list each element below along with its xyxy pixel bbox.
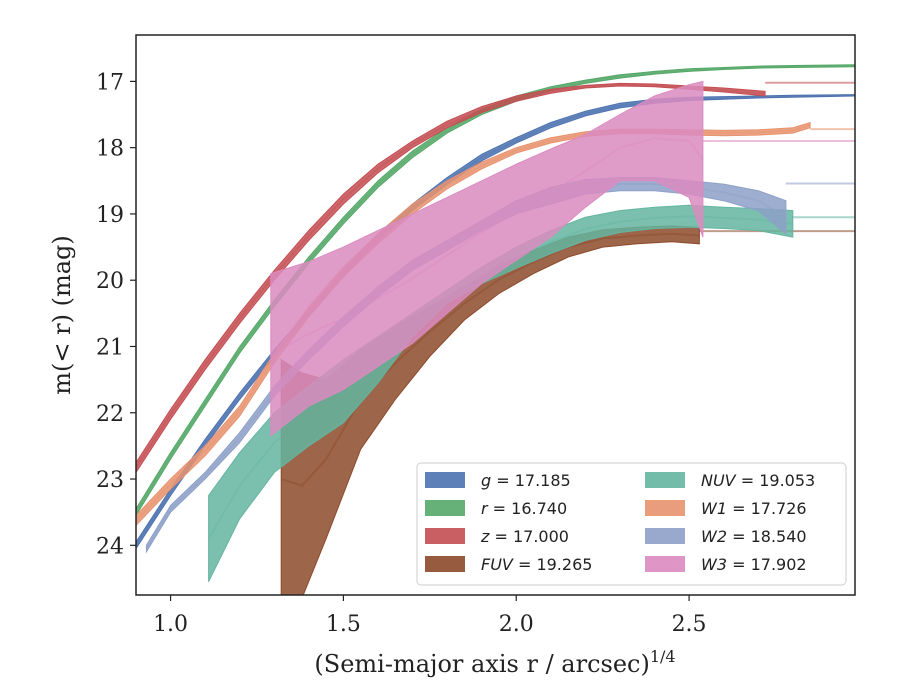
legend-label-g: g = 17.185 [481,471,571,490]
legend-label-r: r = 16.740 [481,499,567,518]
plot-frame [135,34,856,596]
y-tick-label: 23 [96,468,124,493]
legend-label-w3: W3 = 17.902 [701,555,807,574]
legend-label-z: z = 17.000 [480,527,569,546]
legend-label-nuv: NUV = 19.053 [701,471,815,490]
y-tick-label: 24 [96,534,124,559]
series-z-band [136,82,766,474]
y-tick-label: 19 [96,203,124,228]
legend-swatch-w2 [645,528,685,544]
y-tick-label: 22 [96,402,124,427]
legend-swatch-w3 [645,556,685,572]
x-tick-label: 1.5 [326,612,361,637]
legend-swatch-g [425,472,465,488]
plot-area [136,64,855,595]
y-axis-label: m(< r) (mag) [48,235,76,394]
y-axis: 17 18 19 20 21 22 23 24 [96,70,136,559]
x-axis-label: (Semi-major axis r / arcsec)1/4 [314,647,675,678]
x-axis: 1.0 1.5 2.0 2.5 [153,595,707,637]
y-tick-label: 18 [96,137,124,162]
x-tick-label: 1.0 [153,612,188,637]
legend-swatch-fuv [425,556,465,572]
y-tick-label: 20 [96,269,124,294]
legend-box [416,462,847,586]
legend-swatch-z [425,528,465,544]
legend-swatch-r [425,500,465,516]
y-tick-label: 17 [96,70,124,95]
legend-label-fuv: FUV = 19.265 [481,555,592,574]
legend-label-w2: W2 = 18.540 [701,527,807,546]
y-tick-label: 21 [96,335,124,360]
x-tick-label: 2.5 [672,612,707,637]
series-w3-band [270,80,704,437]
x-tick-label: 2.0 [499,612,534,637]
legend: g = 17.185 r = 16.740 z = 17.000 FUV = 19.2… [416,462,847,586]
legend-label-w1: W1 = 17.726 [701,499,807,518]
legend-swatch-nuv [645,472,685,488]
legend-swatch-w1 [645,500,685,516]
series-r-band [136,64,855,517]
